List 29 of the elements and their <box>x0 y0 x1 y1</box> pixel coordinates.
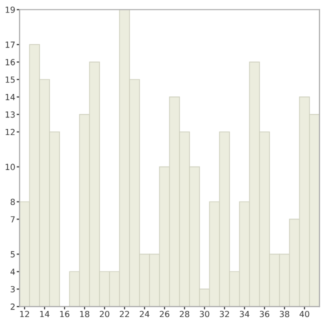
y-tick-label: 15 <box>6 76 15 83</box>
y-tick-label: 8 <box>10 198 15 206</box>
y-tick-label: 5 <box>10 251 15 258</box>
x-tick-label: 38 <box>280 310 290 318</box>
y-tick-label: 12 <box>6 128 15 136</box>
x-tick-label: 32 <box>220 310 229 318</box>
x-tick-label: 12 <box>20 310 30 318</box>
x-tick-label: 14 <box>40 310 50 318</box>
y-tick-label: 19 <box>6 6 15 13</box>
x-tick-label: 18 <box>80 310 90 318</box>
x-tick-label: 28 <box>180 310 190 318</box>
y-tick-label: 3 <box>10 286 15 292</box>
x-tick-label: 16 <box>60 310 70 318</box>
x-tick-label: 36 <box>260 310 270 318</box>
y-tick-label: 7 <box>10 216 15 222</box>
y-tick-label: 14 <box>6 94 15 100</box>
y-tick-label: 17 <box>6 42 15 48</box>
y-tick-label: 10 <box>6 164 15 170</box>
x-tick-label: 24 <box>140 310 150 318</box>
y-tick-label: 4 <box>10 268 15 275</box>
x-tick-label: 20 <box>100 310 110 318</box>
x-tick-label: 40 <box>300 310 310 318</box>
x-tick-label: 22 <box>120 310 129 318</box>
x-tick-label: 34 <box>240 310 250 318</box>
y-tick-label: 13 <box>6 111 15 118</box>
y-tick-label: 16 <box>6 59 15 66</box>
x-tick-label: 26 <box>160 310 170 318</box>
x-tick-label: 30 <box>200 310 210 318</box>
y-tick-label: 2 <box>10 304 15 310</box>
